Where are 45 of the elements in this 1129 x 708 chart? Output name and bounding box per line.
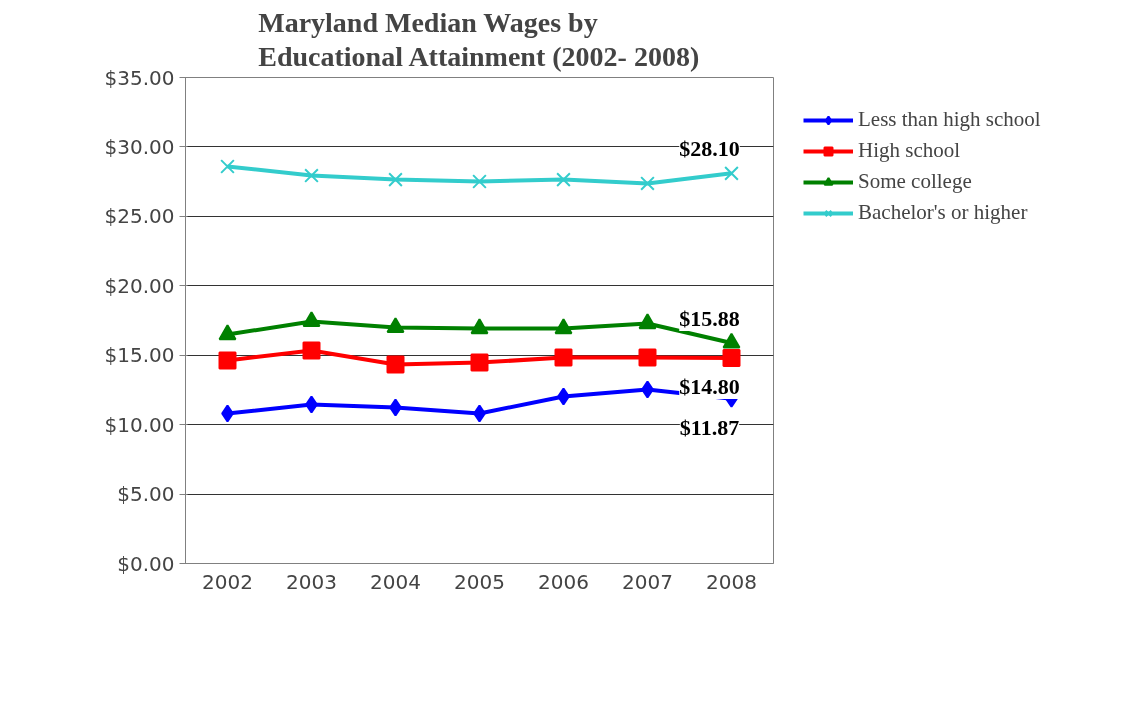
legend-label: Some college [858,169,972,194]
point [470,318,489,335]
point [470,353,489,372]
y-tick-label: $35.00 [104,65,175,90]
point [640,176,655,191]
point [386,355,405,374]
y-tick-label: $15.00 [104,343,175,368]
point [304,168,319,183]
data-label: $28.10 [679,136,740,162]
y-tick-label: $10.00 [104,412,175,437]
point [638,313,657,330]
data-label: $14.80 [679,373,740,399]
point [218,324,237,341]
data-label: $15.88 [679,305,740,331]
legend-label: Less than high school [858,107,1041,132]
y-tick-label: $25.00 [104,204,175,229]
legend-label: High school [858,138,961,163]
point [722,348,741,367]
point [554,348,573,367]
point [218,351,237,370]
point [638,348,657,367]
y-tick-label: $20.00 [104,273,175,298]
point [302,311,321,328]
chart-title: Maryland Median Wages by Educational Attainment (2002- 2008) [258,7,700,73]
point [554,318,573,335]
x-tick-label: 2002 [202,569,253,594]
point [556,172,571,187]
point [220,159,235,174]
x-tick-label: 2008 [706,569,757,594]
point [724,165,739,181]
x-tick-label: 2006 [538,569,589,594]
point [722,332,741,349]
y-tick-label: $5.00 [117,482,175,507]
y-tick-label: $0.00 [117,551,175,576]
x-tick-label: 2007 [622,569,673,594]
data-label: $11.87 [679,414,740,440]
y-tick-label: $30.00 [104,134,175,159]
x-tick-label: 2005 [454,569,505,594]
point [302,341,321,360]
x-tick-label: 2004 [370,569,421,594]
x-tick-label: 2003 [286,569,337,594]
legend-label: Bachelor's or higher [858,200,1028,225]
point [386,317,405,334]
point [472,174,487,189]
point [388,172,403,187]
